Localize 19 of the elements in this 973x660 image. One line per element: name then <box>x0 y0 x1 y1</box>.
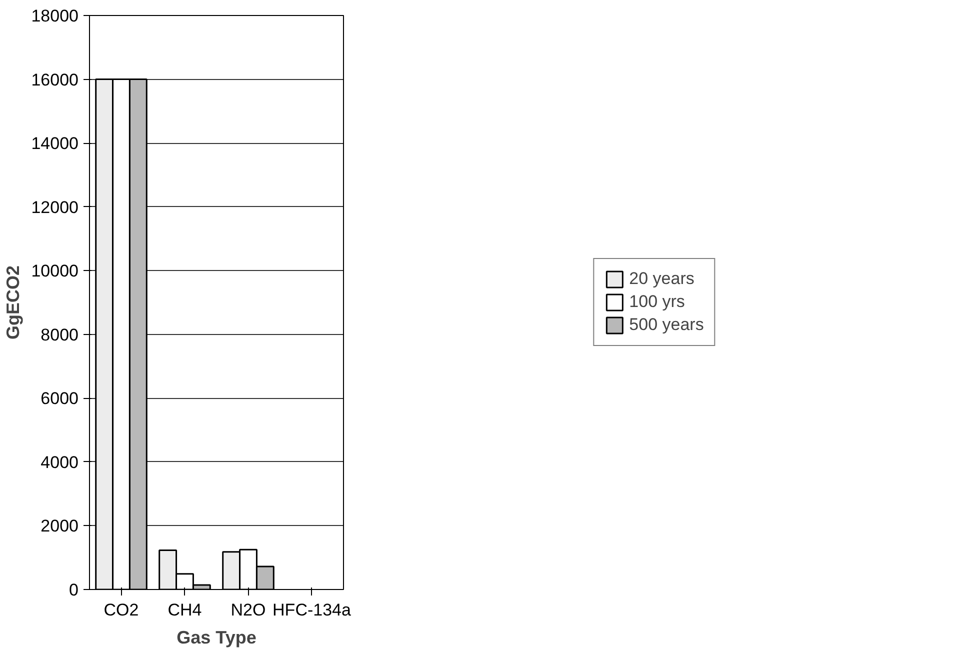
y-tick-label: 0 <box>69 580 79 600</box>
x-tick-label: N2O <box>230 600 266 620</box>
y-tick-label: 8000 <box>40 325 79 344</box>
x-axis-title: Gas Type <box>176 628 256 648</box>
legend-label: 500 years <box>629 315 704 335</box>
y-tick-label: 4000 <box>40 452 79 472</box>
legend-label: 100 yrs <box>629 292 685 312</box>
legend-label: 20 years <box>629 269 694 289</box>
y-tick-label: 2000 <box>40 516 79 536</box>
y-tick-label: 12000 <box>31 198 79 217</box>
x-tick-label: HFC-134a <box>272 600 352 620</box>
y-tick-label: 6000 <box>40 389 79 408</box>
y-axis-title: GgECO2 <box>3 265 24 340</box>
y-tick-label: 16000 <box>31 70 79 90</box>
y-tick-label: 14000 <box>31 134 79 154</box>
y-tick-label: 10000 <box>31 262 79 281</box>
y-tick-label: 18000 <box>31 6 79 26</box>
x-tick-label: CO2 <box>104 600 139 620</box>
x-tick-label: CH4 <box>168 600 202 620</box>
